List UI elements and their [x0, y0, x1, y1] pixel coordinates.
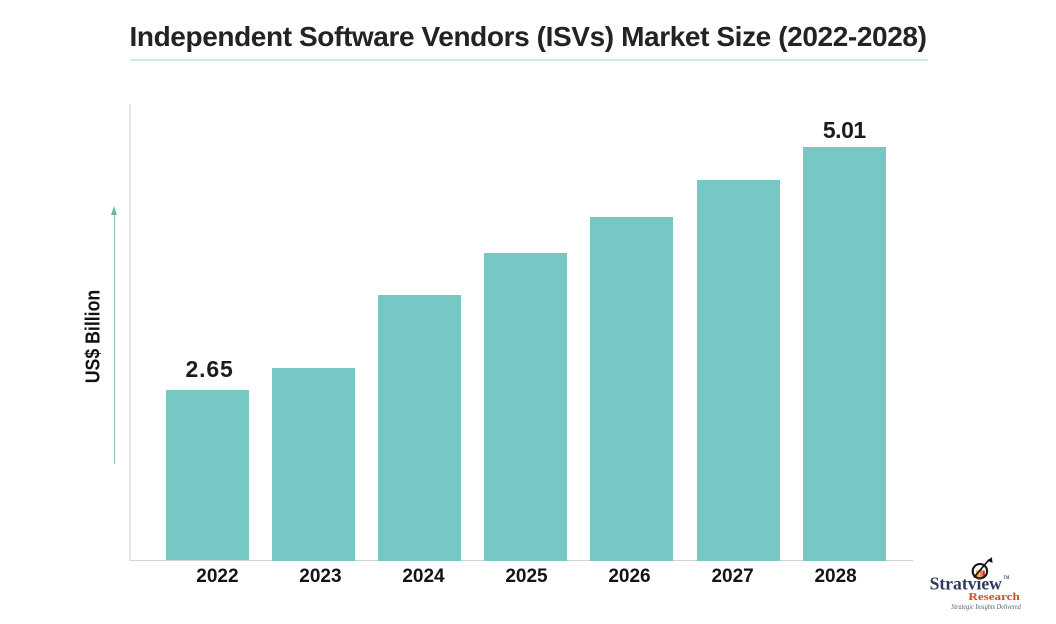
svg-text:Stratview: Stratview — [930, 573, 1003, 593]
svg-text:TM: TM — [1004, 576, 1010, 581]
svg-text:Strategic Insights Delivered: Strategic Insights Delivered — [951, 602, 1021, 611]
svg-text:Research: Research — [968, 591, 1019, 603]
